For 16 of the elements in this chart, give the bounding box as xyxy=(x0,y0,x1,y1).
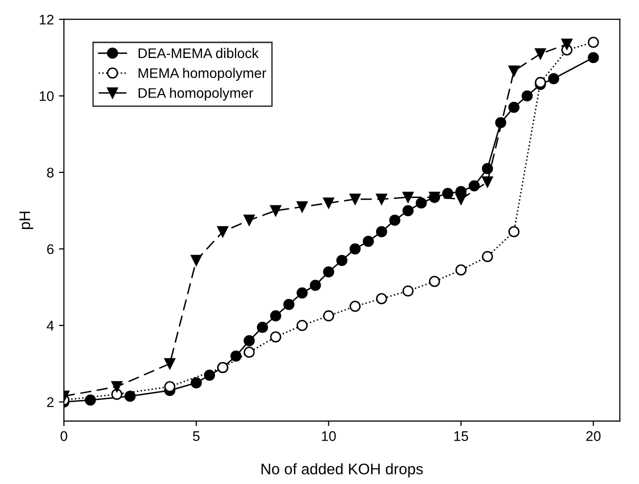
y-axis-title: pH xyxy=(19,212,34,229)
x-tick-label: 5 xyxy=(192,431,200,442)
y-tick-label: 8 xyxy=(47,168,54,178)
legend-label: DEA-MEMA diblock xyxy=(138,48,259,58)
legend-label: DEA homopolymer xyxy=(138,88,254,101)
y-tick-label: 12 xyxy=(40,14,54,24)
y-tick-label: 4 xyxy=(46,320,54,330)
x-tick-label: 20 xyxy=(586,431,601,442)
y-tick-label: 6 xyxy=(47,244,54,254)
x-tick-label: 0 xyxy=(60,431,68,442)
y-tick-label: 10 xyxy=(40,91,54,102)
x-tick-label: 15 xyxy=(454,431,468,442)
x-axis-title: No of added KOH drops xyxy=(262,463,423,478)
legend-label: MEMA homopolymer xyxy=(138,68,266,81)
y-tick-label: 2 xyxy=(47,397,54,407)
x-tick-label: 10 xyxy=(322,431,336,442)
